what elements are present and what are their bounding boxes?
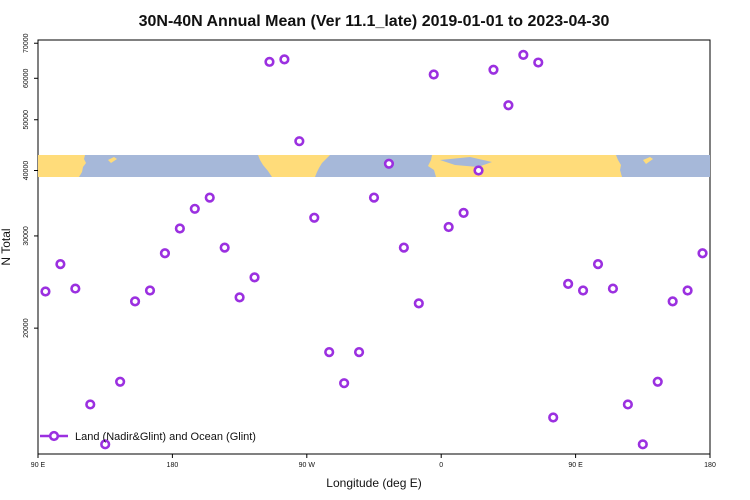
data-point [563, 278, 574, 289]
data-point [443, 221, 454, 233]
data-point [682, 285, 693, 296]
map-strip [38, 155, 710, 177]
data-point [533, 57, 544, 68]
y-tick-label-2: 40000 [23, 161, 30, 181]
data-point [428, 69, 439, 80]
map-land-north-america [258, 155, 330, 177]
y-tick-label-5: 70000 [23, 33, 30, 53]
legend-marker [48, 430, 60, 442]
data-point [518, 49, 529, 60]
data-point [144, 285, 156, 296]
data-point [279, 54, 290, 65]
data-point [174, 223, 185, 234]
data-point [115, 376, 126, 387]
data-point [607, 283, 619, 294]
map-land-asia-west [38, 155, 86, 177]
data-point [622, 399, 633, 410]
data-point [339, 378, 350, 389]
x-tick-label-0: 90 E [31, 462, 46, 469]
data-point [189, 203, 200, 214]
data-point [70, 283, 81, 294]
data-point [637, 439, 648, 450]
data-point [249, 272, 260, 283]
data-point [100, 439, 111, 450]
data-point [697, 248, 708, 259]
data-point [548, 412, 559, 423]
data-point [324, 347, 335, 358]
x-axis: 90 E 180 90 W 0 90 E 180 [31, 454, 716, 469]
y-tick-label-1: 30000 [23, 226, 30, 246]
data-point [458, 207, 469, 218]
data-point [383, 158, 395, 169]
x-tick-label-1: 180 [167, 462, 179, 469]
y-axis-label: N Total [0, 228, 13, 265]
map-land-japan-west [108, 157, 117, 163]
y-axis: 20000 30000 40000 50000 60000 70000 [23, 33, 38, 338]
y-tick-label-3: 50000 [23, 110, 30, 130]
data-point [55, 259, 66, 270]
data-point [353, 347, 365, 358]
data-point [294, 136, 305, 147]
data-point [204, 192, 215, 203]
data-point [413, 298, 424, 309]
x-tick-label-2: 90 W [299, 462, 316, 469]
data-point [368, 192, 380, 203]
data-point [309, 212, 320, 223]
data-point [577, 285, 589, 296]
y-tick-label-0: 20000 [23, 318, 30, 338]
legend: Land (Nadir&Glint) and Ocean (Glint) [40, 430, 256, 443]
data-points [40, 49, 708, 450]
map-sea-mediterranean [440, 157, 492, 167]
data-point [85, 399, 96, 410]
y-tick-label-4: 60000 [23, 68, 30, 88]
x-tick-label-5: 180 [704, 462, 716, 469]
data-point [473, 165, 484, 176]
x-axis-label: Longitude (deg E) [326, 476, 421, 490]
data-point [129, 296, 141, 307]
data-point [667, 296, 678, 307]
data-point [488, 64, 499, 75]
data-point [40, 286, 51, 297]
data-point [398, 242, 409, 253]
data-point [652, 376, 663, 387]
data-point [219, 242, 230, 253]
x-tick-label-3: 0 [439, 462, 443, 469]
x-tick-label-4: 90 E [568, 462, 583, 469]
legend-label: Land (Nadir&Glint) and Ocean (Glint) [75, 431, 256, 443]
data-point [592, 259, 604, 270]
data-point [159, 248, 171, 259]
map-land-japan-east [643, 157, 653, 164]
data-point [503, 100, 514, 111]
chart-title: 30N-40N Annual Mean (Ver 11.1_late) 2019… [139, 13, 610, 30]
data-point [234, 292, 245, 303]
data-point [264, 56, 275, 67]
plot-frame [37, 39, 711, 455]
